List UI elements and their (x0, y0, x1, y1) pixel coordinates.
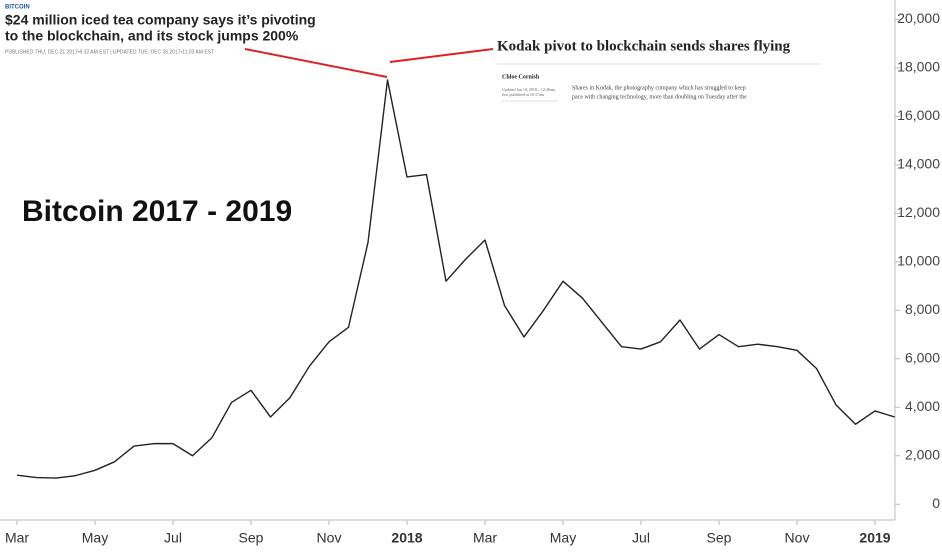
snippet-line: Shares in Kodak, the photography company… (572, 85, 746, 91)
y-tick-label: 2,000 (905, 446, 940, 462)
x-tick-label: 2019 (859, 530, 890, 546)
y-tick-label: 18,000 (897, 59, 940, 75)
x-tick-label: Nov (317, 530, 342, 546)
chart-title: Bitcoin 2017 - 2019 (22, 195, 292, 228)
price-line (16, 79, 895, 479)
x-tick-label: Jul (632, 530, 650, 546)
x-tick-label: 2018 (391, 530, 422, 546)
x-tick-label: Jul (164, 530, 182, 546)
y-tick-label: 20,000 (897, 10, 940, 26)
pointer-line (389, 48, 494, 63)
author: Chloe Cornish (502, 74, 540, 80)
headline-line: $24 million iced tea company says it’s p… (5, 12, 316, 28)
y-tick-label: 4,000 (905, 398, 940, 414)
y-tick-label: 6,000 (905, 349, 940, 365)
y-tick-label: 10,000 (897, 253, 940, 269)
x-tick-label: Nov (785, 530, 810, 546)
y-tick-label: 12,000 (897, 204, 940, 220)
y-tick-label: 14,000 (897, 156, 940, 172)
snippet-line: pace with changing technology, more than… (572, 93, 747, 100)
x-tick-label: Mar (5, 530, 29, 546)
headline-line: to the blockchain, and its stock jumps 2… (5, 28, 299, 44)
updated-note: first published at 10:17am (502, 92, 545, 97)
x-tick-label: May (82, 530, 108, 546)
y-tick-label: 16,000 (897, 107, 940, 123)
pointer-line (244, 48, 388, 78)
x-tick-label: Sep (707, 530, 732, 546)
updated-note: Updated Jan 10, 2018 – 12:49am, (502, 87, 556, 93)
y-tick-label: 8,000 (905, 301, 940, 317)
y-tick-label: 0 (932, 495, 940, 511)
x-tick-label: May (550, 530, 576, 546)
x-tick-label: Sep (239, 530, 264, 546)
published-note: PUBLISHED THU, DEC 21 2017•9:32 AM EST |… (5, 49, 214, 55)
kodak-headline: Kodak pivot to blockchain sends shares f… (497, 38, 791, 54)
x-tick-label: Mar (473, 530, 497, 546)
source-label: BITCOIN (5, 5, 30, 11)
